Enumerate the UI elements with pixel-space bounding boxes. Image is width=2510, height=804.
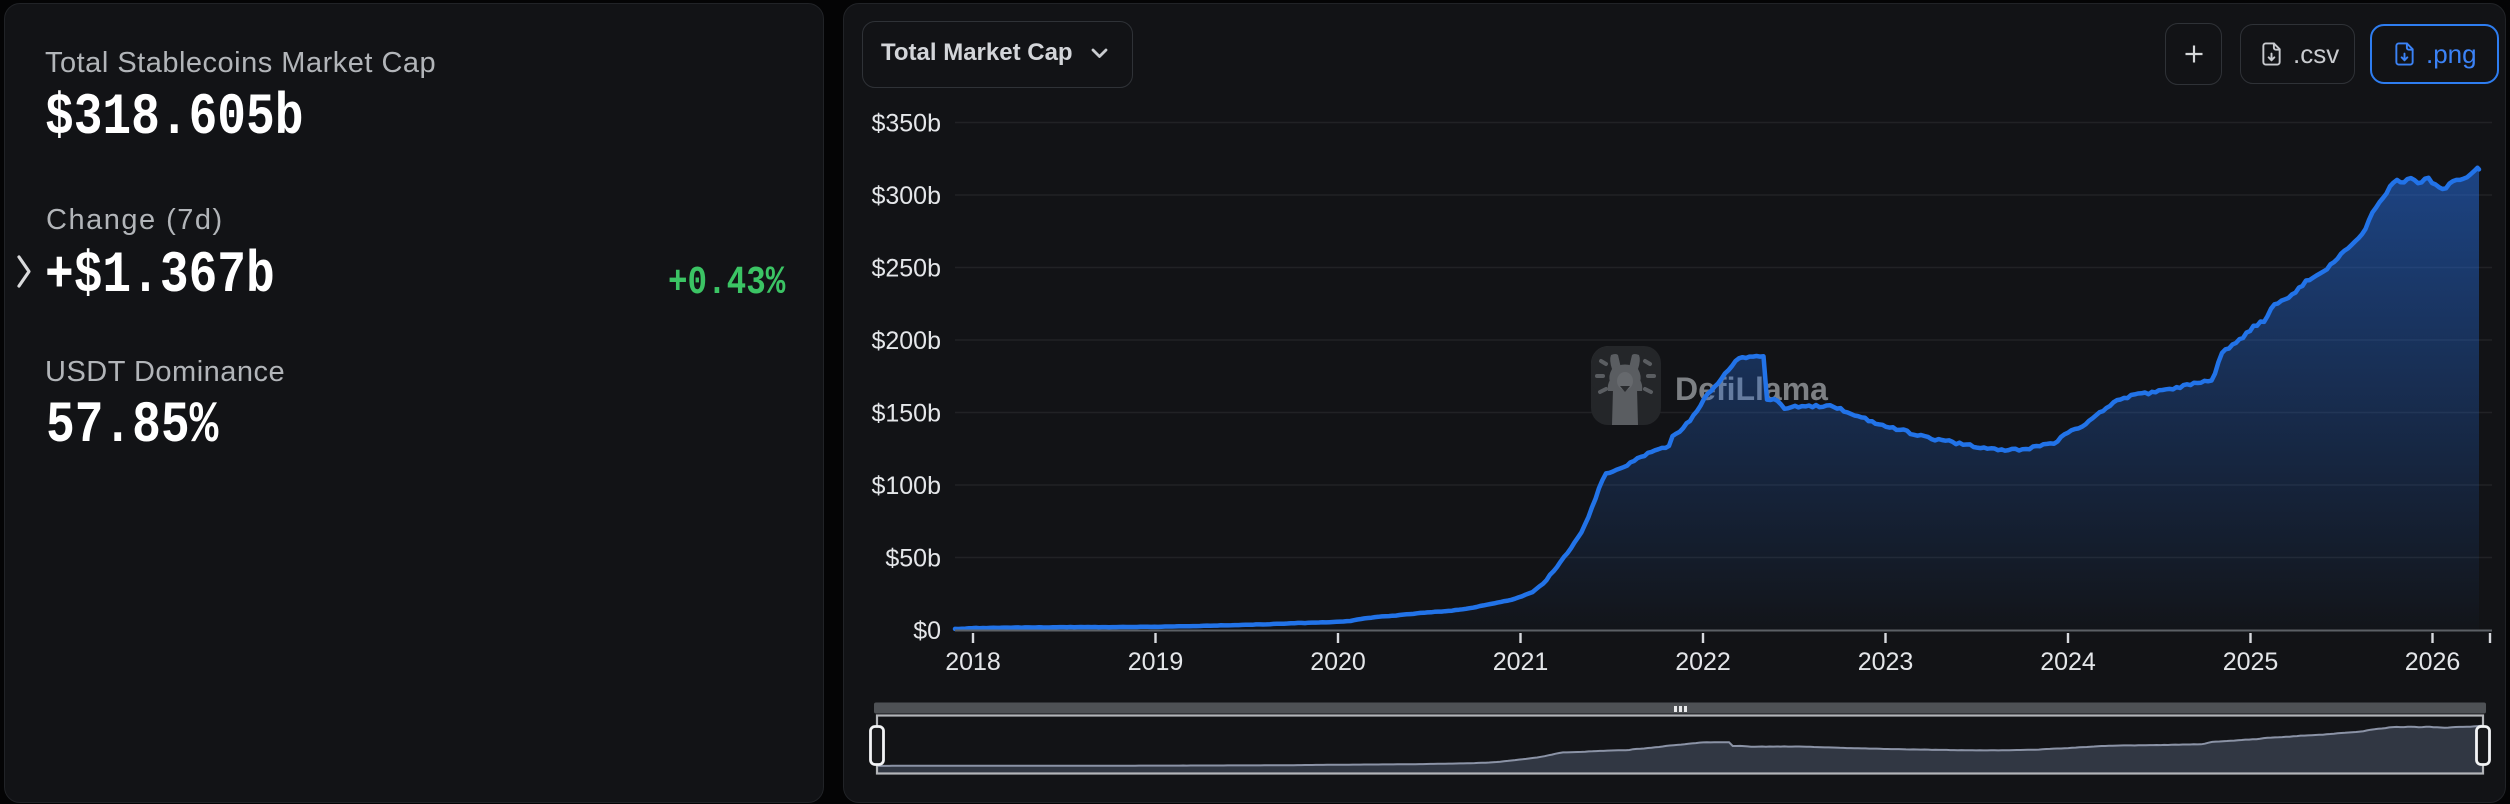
svg-text:2024: 2024 [2040, 648, 2096, 676]
svg-text:$250b: $250b [871, 255, 941, 283]
svg-text:$0: $0 [913, 617, 941, 645]
svg-text:$150b: $150b [871, 400, 941, 428]
svg-text:$300b: $300b [871, 182, 941, 210]
svg-text:2020: 2020 [1310, 648, 1366, 676]
svg-text:2018: 2018 [945, 648, 1001, 676]
svg-text:$100b: $100b [871, 472, 941, 500]
svg-text:$350b: $350b [871, 110, 941, 138]
svg-text:$50b: $50b [885, 545, 941, 573]
svg-text:2023: 2023 [1858, 648, 1914, 676]
svg-text:2021: 2021 [1493, 648, 1549, 676]
svg-text:2026: 2026 [2405, 648, 2461, 676]
svg-text:2022: 2022 [1675, 648, 1731, 676]
svg-text:$200b: $200b [871, 327, 941, 355]
svg-text:2025: 2025 [2223, 648, 2279, 676]
svg-text:2019: 2019 [1128, 648, 1184, 676]
